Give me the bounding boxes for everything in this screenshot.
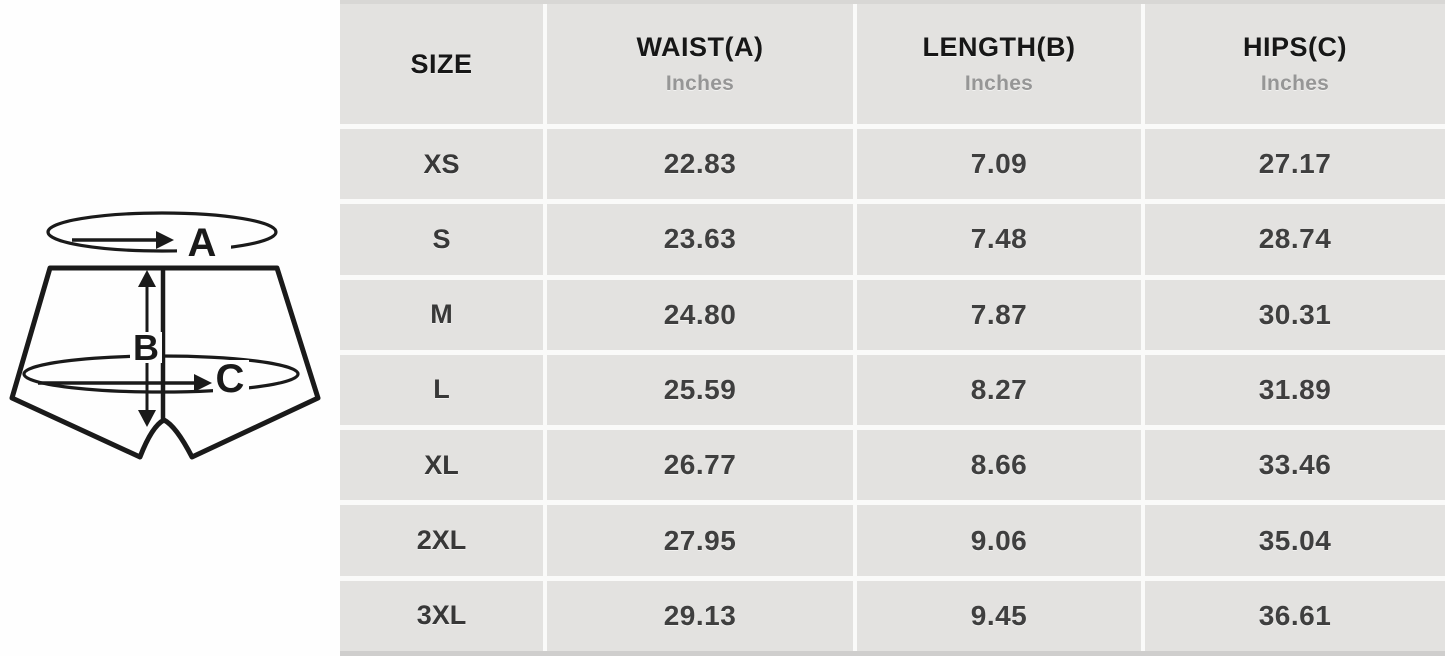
column-header-unit: Inches	[1260, 72, 1330, 95]
column-header-unit: Inches	[665, 72, 735, 95]
label-c-backdrop	[213, 360, 249, 397]
measurement-diagram: A B C	[0, 0, 340, 656]
column-header-hips: HIPS(C) Inches	[1145, 4, 1445, 124]
waist-value: 22.83	[547, 129, 853, 200]
column-header-label: WAIST(A)	[636, 32, 764, 62]
hips-value: 33.46	[1145, 430, 1445, 501]
column-header-size: SIZE	[340, 4, 543, 124]
waist-value: 24.80	[547, 279, 853, 350]
waist-arrowhead-icon	[156, 231, 174, 249]
length-value: 8.66	[857, 430, 1141, 501]
size-label: M	[340, 279, 543, 350]
length-value: 8.27	[857, 354, 1141, 426]
size-label: XS	[340, 129, 543, 200]
size-label: XL	[340, 430, 543, 501]
waist-label-a: A	[188, 221, 217, 265]
size-label: S	[340, 204, 543, 275]
length-value: 9.06	[857, 505, 1141, 576]
column-header-label: SIZE	[410, 48, 473, 79]
length-arrowhead-down-icon	[138, 410, 156, 427]
hips-value: 30.31	[1145, 279, 1445, 350]
size-label: L	[340, 354, 543, 426]
hips-arrowhead-icon	[194, 374, 212, 392]
hips-value: 35.04	[1145, 505, 1445, 576]
size-table: SIZE WAIST(A) Inches LENGTH(B) Inches HI…	[340, 0, 1445, 656]
hips-label-c: C	[216, 357, 245, 401]
shorts-diagram-svg: A B C	[9, 211, 321, 460]
length-arrowhead-up-icon	[138, 270, 156, 287]
waist-measure-ellipse	[46, 211, 278, 253]
column-header-unit: Inches	[964, 72, 1034, 95]
size-label: 2XL	[340, 505, 543, 576]
column-header-waist: WAIST(A) Inches	[547, 4, 853, 124]
label-b-backdrop	[130, 332, 162, 363]
column-header-label: LENGTH(B)	[922, 32, 1076, 62]
label-a-backdrop	[177, 220, 231, 261]
hips-value: 31.89	[1145, 354, 1445, 426]
waist-value: 23.63	[547, 204, 853, 275]
waist-value: 29.13	[547, 580, 853, 651]
waist-value: 25.59	[547, 354, 853, 426]
waist-value: 27.95	[547, 505, 853, 576]
length-value: 7.87	[857, 279, 1141, 350]
length-label-b: B	[133, 327, 159, 368]
column-header-label: HIPS(C)	[1243, 32, 1347, 62]
hips-value: 27.17	[1145, 129, 1445, 200]
length-value: 7.09	[857, 129, 1141, 200]
waist-value: 26.77	[547, 430, 853, 501]
size-label: 3XL	[340, 580, 543, 651]
hips-value: 28.74	[1145, 204, 1445, 275]
hips-value: 36.61	[1145, 580, 1445, 651]
length-value: 7.48	[857, 204, 1141, 275]
column-header-length: LENGTH(B) Inches	[857, 4, 1141, 124]
length-value: 9.45	[857, 580, 1141, 651]
